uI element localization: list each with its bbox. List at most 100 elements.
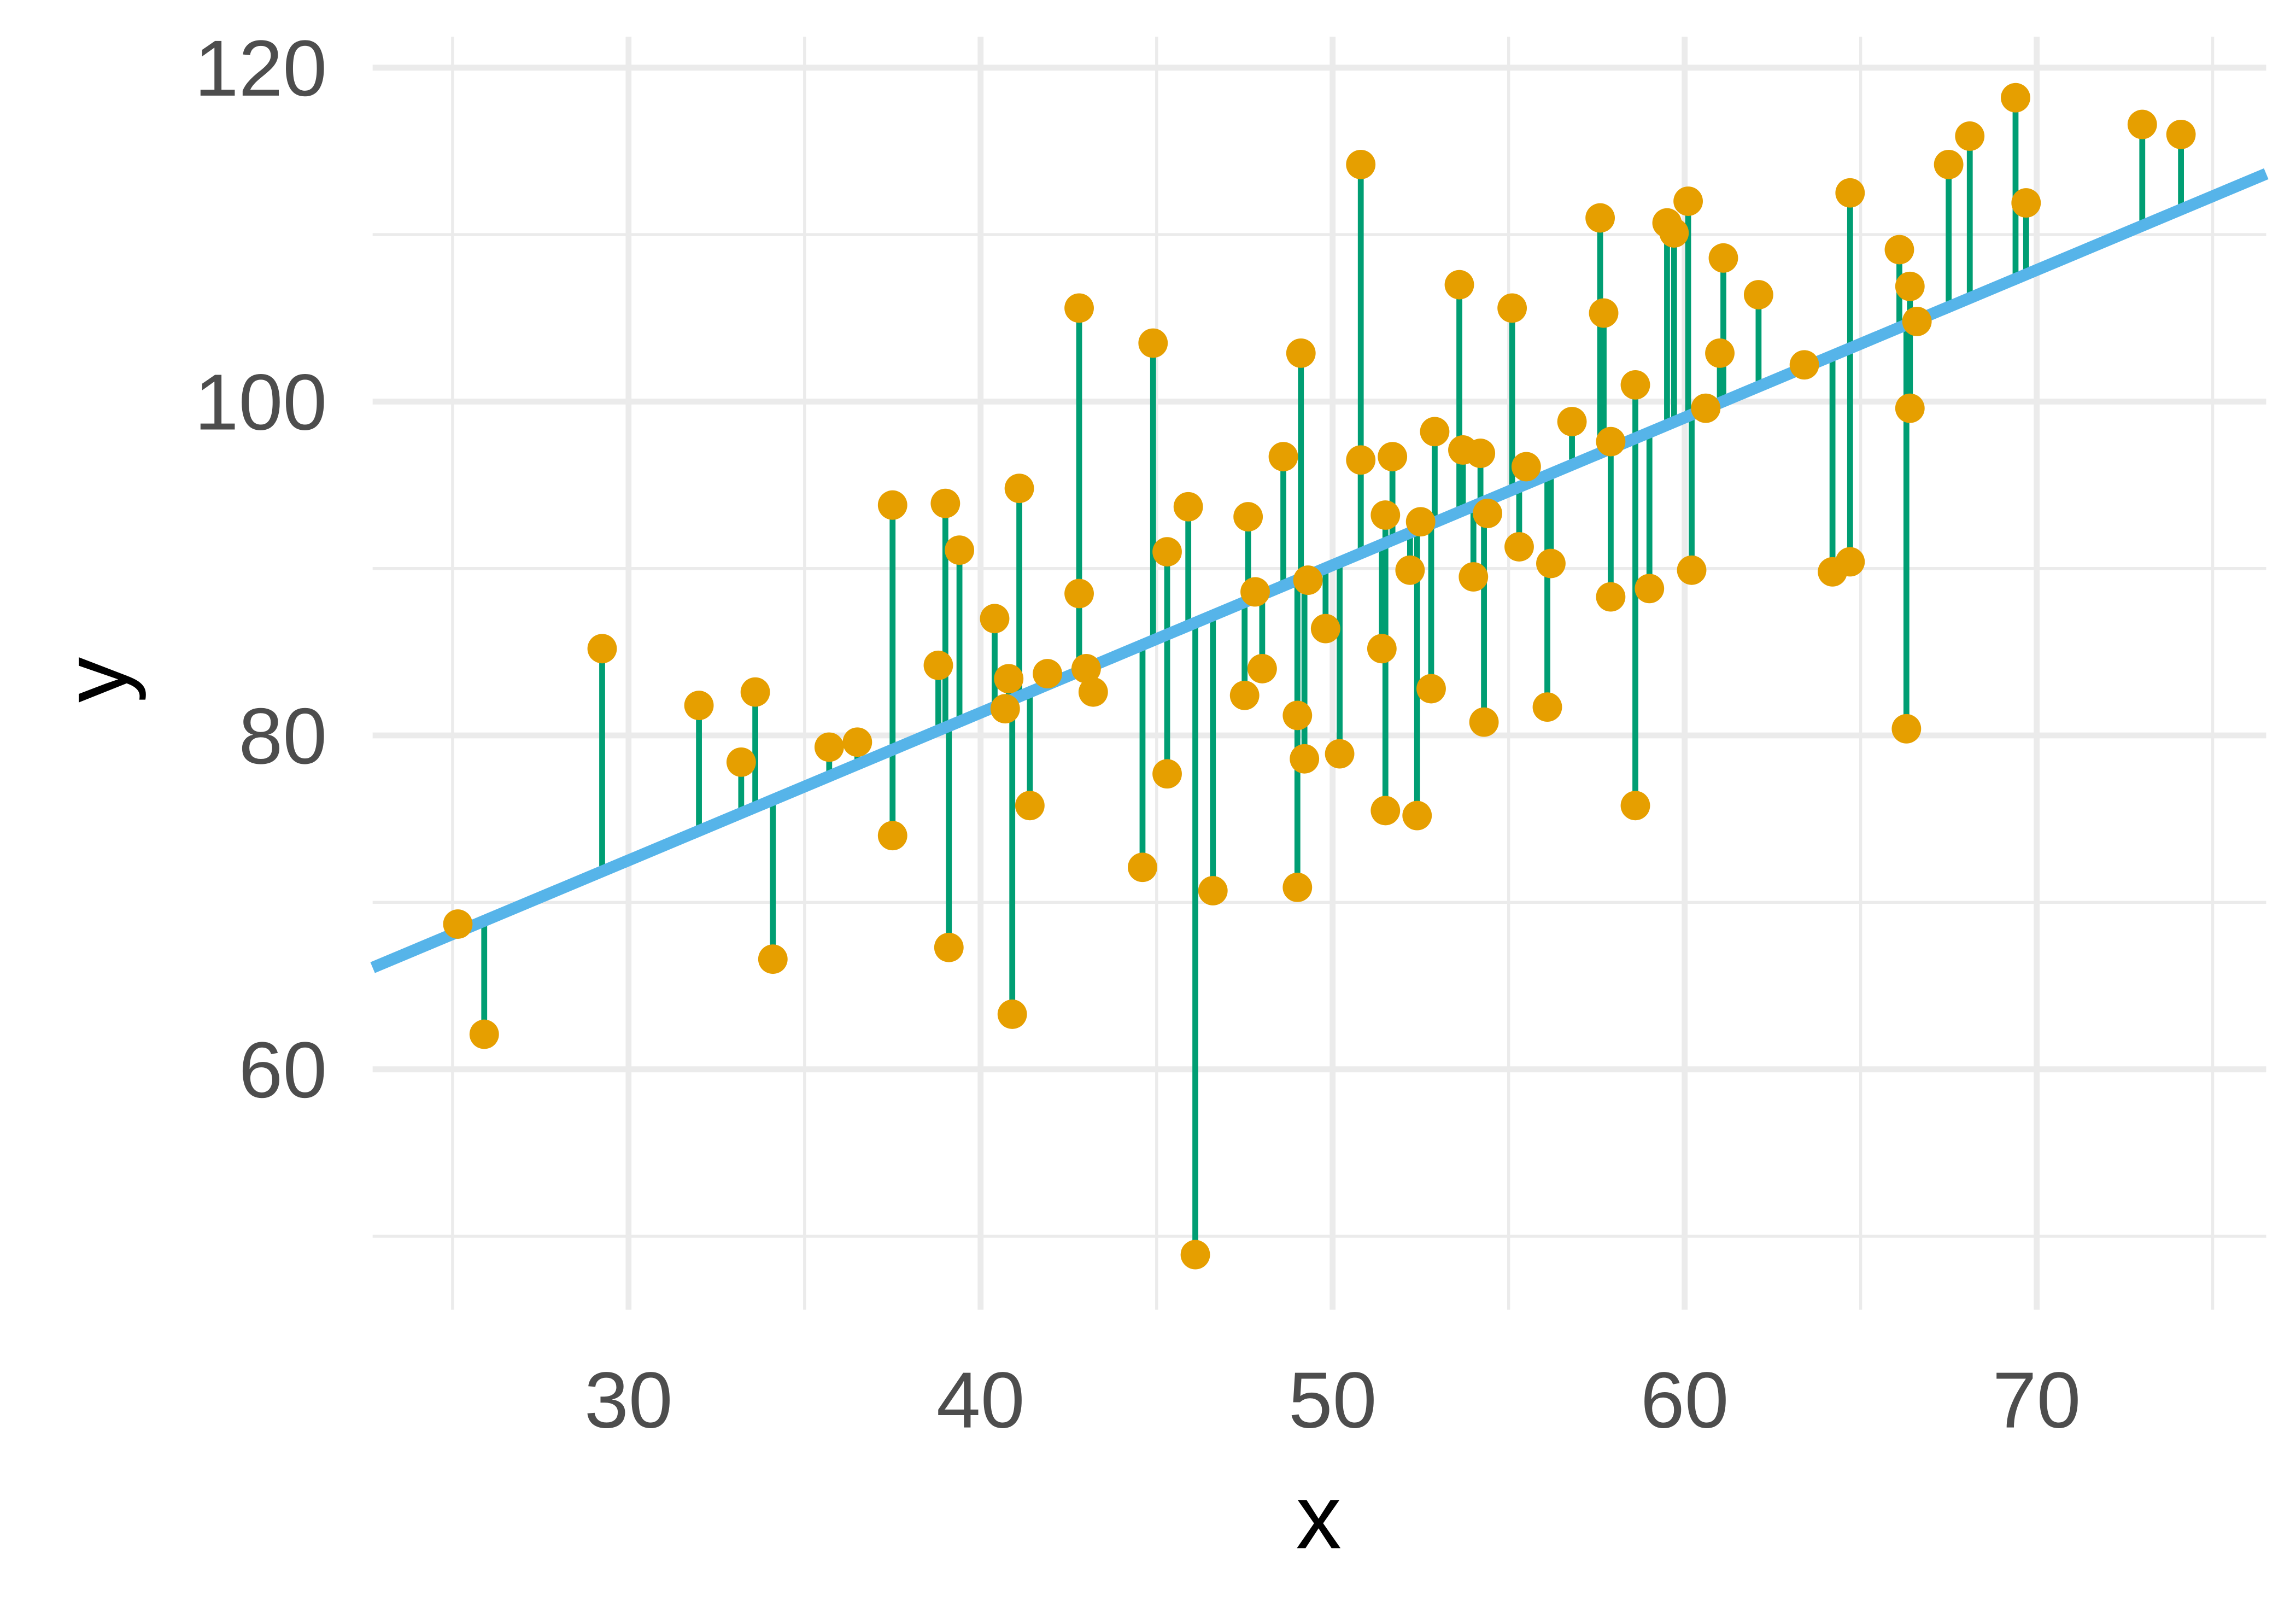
data-point [2011, 188, 2041, 218]
data-point [945, 535, 975, 565]
data-point [1511, 452, 1541, 482]
y-tick-label: 60 [239, 1025, 327, 1114]
data-point [1378, 442, 1408, 472]
data-point [1004, 474, 1034, 504]
data-point [1282, 700, 1313, 731]
data-point [1152, 759, 1182, 789]
data-point [1835, 547, 1865, 577]
data-point [1789, 350, 1819, 380]
y-tick-label: 100 [195, 358, 327, 447]
data-point [877, 490, 907, 520]
data-point [1346, 445, 1376, 475]
data-point [1902, 306, 1932, 336]
data-point [1635, 574, 1665, 604]
data-point [469, 1019, 499, 1049]
data-point [1459, 562, 1489, 592]
data-point [2127, 109, 2157, 139]
data-point [814, 732, 844, 762]
data-point [1078, 677, 1108, 707]
data-points [443, 83, 2196, 1270]
data-point [1536, 548, 1566, 578]
data-point [1691, 393, 1721, 423]
major-gridlines [372, 37, 2266, 1310]
data-point [1240, 577, 1270, 607]
data-point [1955, 121, 1985, 151]
data-point [1033, 659, 1063, 688]
x-tick-label: 30 [584, 1355, 673, 1445]
data-point [1708, 243, 1738, 273]
data-point [1895, 393, 1925, 423]
data-point [1198, 876, 1228, 905]
data-point [1395, 555, 1425, 585]
data-point [934, 932, 964, 962]
data-point [1659, 218, 1689, 248]
data-point [1346, 149, 1376, 179]
data-point [1071, 654, 1101, 683]
data-point [1705, 338, 1735, 368]
data-point [443, 909, 473, 939]
data-point [1325, 739, 1355, 769]
data-point [1402, 800, 1432, 831]
data-point [1405, 507, 1436, 537]
fit-line-group [370, 168, 2269, 973]
data-point [930, 488, 960, 518]
data-point [980, 604, 1010, 634]
x-tick-label: 60 [1641, 1355, 1729, 1445]
data-point [1293, 565, 1323, 595]
data-point [997, 1000, 1027, 1029]
data-point [1473, 499, 1502, 528]
data-point [877, 821, 907, 851]
data-point [1180, 1240, 1210, 1270]
data-point [1589, 298, 1619, 328]
data-point [1469, 707, 1499, 737]
data-point [1504, 532, 1534, 562]
data-point [1015, 791, 1045, 821]
data-point [1152, 537, 1182, 567]
data-point [1743, 280, 1773, 309]
data-point [1891, 714, 1922, 744]
y-tick-label: 120 [195, 24, 327, 113]
y-axis-label: y [45, 657, 147, 703]
data-point [1229, 680, 1260, 710]
data-point [587, 634, 617, 664]
data-point [1596, 582, 1626, 612]
data-point [990, 694, 1020, 724]
data-point [684, 691, 714, 720]
data-point [758, 944, 788, 974]
data-point [1173, 492, 1203, 522]
x-tick-label: 50 [1288, 1355, 1377, 1445]
minor-gridlines [372, 37, 2266, 1310]
data-point [2166, 119, 2196, 149]
data-point [2001, 83, 2030, 113]
data-point [1532, 692, 1562, 722]
data-point [1064, 293, 1094, 323]
data-point [1884, 235, 1914, 265]
residual-segments [455, 97, 2184, 1255]
data-point [1557, 407, 1587, 436]
data-point [1596, 426, 1626, 457]
data-point [1677, 555, 1707, 585]
x-axis-label: x [1296, 1466, 1341, 1568]
data-point [1895, 271, 1925, 301]
data-point [1934, 149, 1964, 179]
x-tick-label: 70 [1993, 1355, 2081, 1445]
data-point [1290, 744, 1320, 774]
y-tick-labels: 60 80 100 120 [195, 24, 327, 1114]
data-point [1064, 578, 1094, 609]
data-point [1620, 791, 1650, 821]
data-point [1128, 852, 1157, 883]
data-point [1466, 439, 1496, 468]
data-point [1370, 500, 1401, 530]
data-point [1282, 872, 1313, 902]
x-tick-label: 40 [936, 1355, 1025, 1445]
data-point [1233, 502, 1263, 531]
data-point [1835, 178, 1865, 208]
data-point [842, 727, 872, 757]
data-point [923, 650, 953, 680]
data-point [1416, 674, 1446, 704]
regression-line [370, 168, 2269, 973]
data-point [740, 677, 770, 707]
data-point [1497, 293, 1527, 323]
data-point [1370, 796, 1401, 826]
data-point [1444, 270, 1474, 300]
